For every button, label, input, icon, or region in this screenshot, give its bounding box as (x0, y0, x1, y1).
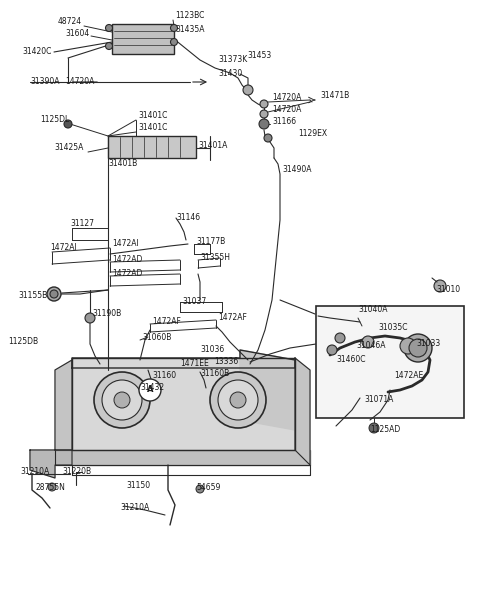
Polygon shape (240, 350, 295, 430)
Circle shape (139, 379, 161, 401)
Text: 31453: 31453 (247, 51, 271, 60)
Text: 31471B: 31471B (320, 92, 349, 100)
Circle shape (335, 333, 345, 343)
Circle shape (230, 392, 246, 408)
Polygon shape (295, 358, 310, 465)
Text: 48724: 48724 (58, 18, 82, 26)
Circle shape (259, 119, 269, 129)
Polygon shape (30, 450, 72, 478)
Text: 31355H: 31355H (200, 254, 230, 263)
Text: 31190B: 31190B (92, 310, 121, 318)
Text: 1471EE: 1471EE (180, 359, 209, 368)
Text: 31033: 31033 (416, 340, 440, 348)
Text: 31036: 31036 (200, 345, 224, 354)
Text: 31401B: 31401B (108, 159, 137, 169)
Text: 31432: 31432 (140, 384, 164, 392)
Text: 31401A: 31401A (198, 142, 228, 150)
Text: 1472AI: 1472AI (50, 244, 77, 252)
Bar (112, 24, 174, 54)
Text: 31460C: 31460C (336, 356, 365, 365)
Circle shape (409, 339, 427, 357)
Text: 14720A: 14720A (272, 106, 301, 114)
Circle shape (106, 43, 112, 49)
Bar (316, 306, 464, 418)
Text: 54659: 54659 (196, 483, 220, 492)
Text: 31035C: 31035C (378, 323, 408, 332)
Text: 31040A: 31040A (358, 306, 387, 315)
Text: 31160B: 31160B (200, 370, 229, 378)
Circle shape (404, 334, 432, 362)
Text: 31435A: 31435A (175, 26, 204, 34)
Text: 1125AD: 1125AD (370, 425, 400, 434)
Text: 28755N: 28755N (36, 483, 66, 492)
Circle shape (260, 110, 268, 118)
Circle shape (47, 287, 61, 301)
Text: 31060B: 31060B (142, 334, 171, 343)
Text: 31390A: 31390A (30, 78, 60, 87)
Circle shape (94, 372, 150, 428)
Circle shape (50, 290, 58, 298)
Bar (108, 136, 196, 158)
Circle shape (114, 392, 130, 408)
Text: 31155B: 31155B (18, 291, 47, 301)
Text: 13336: 13336 (214, 357, 238, 367)
Circle shape (170, 38, 178, 45)
Circle shape (327, 345, 337, 355)
Text: 1472AF: 1472AF (152, 318, 181, 326)
Text: 1129EX: 1129EX (298, 130, 327, 139)
Text: 1472AI: 1472AI (112, 240, 139, 249)
Text: 31420C: 31420C (23, 48, 52, 56)
Circle shape (434, 280, 446, 292)
Text: 31177B: 31177B (196, 238, 225, 246)
Circle shape (369, 423, 379, 433)
Text: 31210A: 31210A (120, 503, 149, 513)
Text: 31046A: 31046A (356, 342, 385, 351)
Text: 1125DB: 1125DB (8, 337, 38, 346)
Circle shape (362, 336, 374, 348)
Text: 31430: 31430 (218, 70, 242, 78)
Circle shape (170, 24, 178, 32)
Circle shape (260, 100, 268, 108)
Text: 1472AE: 1472AE (394, 371, 423, 381)
Polygon shape (72, 358, 295, 450)
Text: 31166: 31166 (272, 117, 296, 126)
Text: 31373K: 31373K (218, 56, 247, 65)
Circle shape (264, 134, 272, 142)
Circle shape (218, 380, 258, 420)
Text: 31037: 31037 (182, 298, 206, 307)
Text: 1472AD: 1472AD (112, 269, 143, 279)
Text: 31150: 31150 (126, 481, 150, 491)
Polygon shape (55, 360, 72, 450)
Text: 31146: 31146 (176, 213, 200, 222)
Text: 31490A: 31490A (282, 166, 312, 175)
Circle shape (102, 380, 142, 420)
Circle shape (243, 85, 253, 95)
Text: 1472AD: 1472AD (112, 255, 143, 265)
Text: 1125DL: 1125DL (40, 115, 69, 125)
Text: 31220B: 31220B (62, 467, 91, 477)
Text: 31401C: 31401C (138, 111, 168, 120)
Polygon shape (72, 350, 295, 368)
Text: 31127: 31127 (70, 219, 94, 229)
Circle shape (106, 24, 112, 32)
Text: A: A (147, 386, 153, 395)
Circle shape (400, 338, 416, 354)
Text: 31604: 31604 (66, 29, 90, 38)
Circle shape (48, 483, 56, 491)
Text: 31071A: 31071A (364, 395, 394, 404)
Circle shape (210, 372, 266, 428)
Polygon shape (55, 450, 310, 465)
Text: 1123BC: 1123BC (175, 12, 204, 21)
Circle shape (64, 120, 72, 128)
Text: 31425A: 31425A (54, 144, 84, 153)
Text: 31210A: 31210A (20, 467, 49, 477)
Text: 31401C: 31401C (138, 123, 168, 133)
Text: 31160: 31160 (152, 371, 176, 381)
Circle shape (85, 313, 95, 323)
Text: 14720A: 14720A (272, 93, 301, 103)
Text: 14720A: 14720A (66, 78, 95, 87)
Circle shape (196, 485, 204, 493)
Text: 31010: 31010 (436, 285, 460, 295)
Text: 1472AF: 1472AF (218, 313, 247, 323)
